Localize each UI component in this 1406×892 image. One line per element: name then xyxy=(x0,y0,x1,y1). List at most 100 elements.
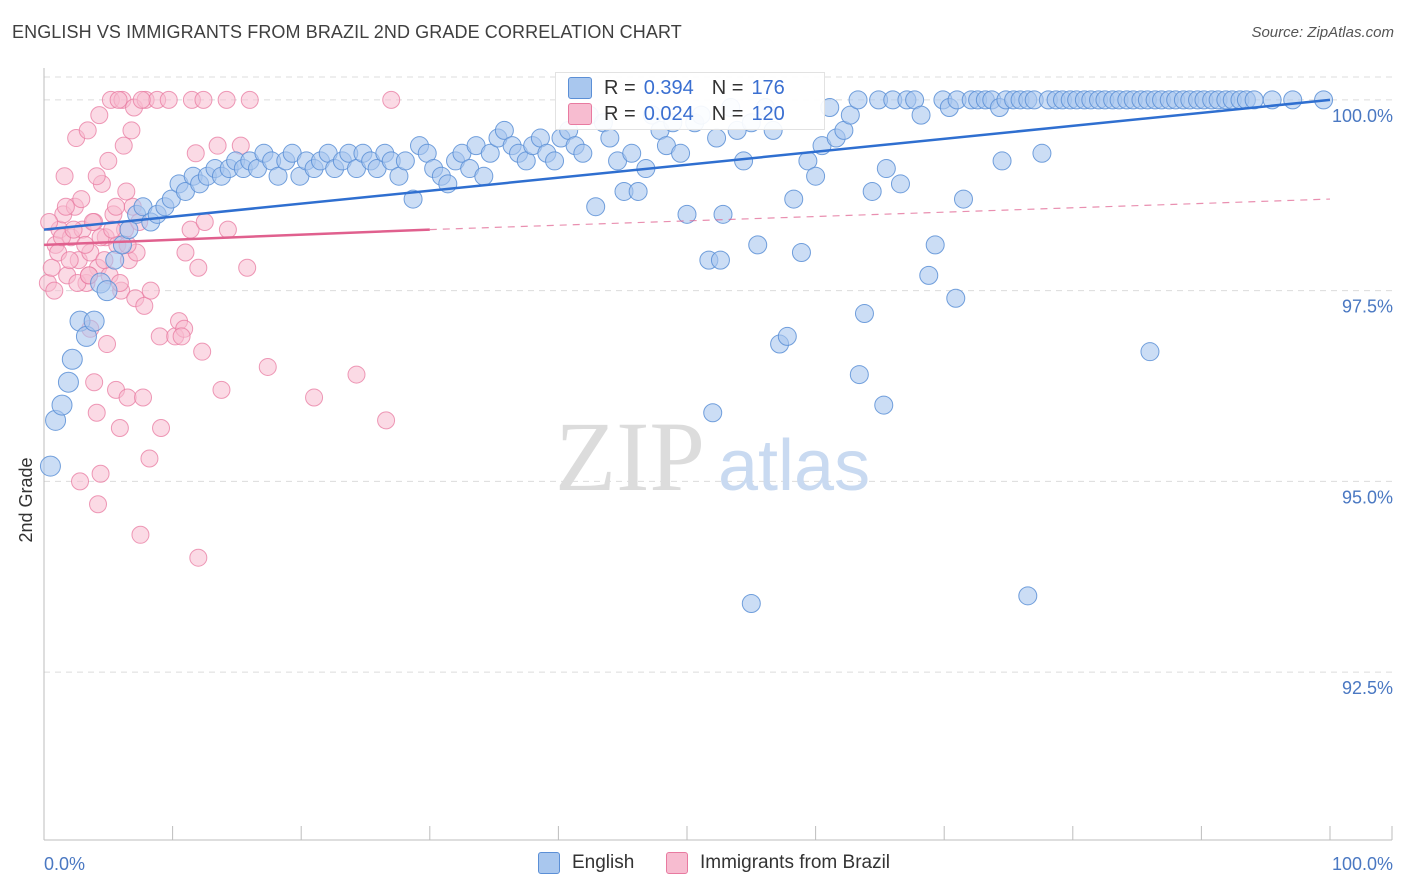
english-point xyxy=(1032,143,1052,163)
brazil-n-label: N = xyxy=(711,102,744,125)
english-point xyxy=(61,348,83,370)
brazil-point xyxy=(110,418,129,437)
stats-row-english: R = 0.394 N = 176 xyxy=(556,76,785,100)
english-point xyxy=(854,304,874,324)
brazil-point xyxy=(218,220,237,239)
legend-english-label: English xyxy=(572,852,635,873)
brazil-point xyxy=(382,90,401,109)
brazil-point xyxy=(189,548,208,567)
english-point xyxy=(710,250,730,270)
english-point xyxy=(39,455,61,477)
brazil-point xyxy=(150,327,169,346)
x-tick-label-max: 100.0% xyxy=(1332,854,1393,874)
brazil-r-label: R = xyxy=(604,102,636,125)
english-point xyxy=(51,394,73,416)
brazil-point xyxy=(172,327,191,346)
english-point xyxy=(703,403,723,423)
brazil-point xyxy=(60,251,79,270)
brazil-point xyxy=(98,335,117,354)
y-tick-label: 100.0% xyxy=(1332,106,1393,126)
brazil-point xyxy=(122,121,141,140)
english-point xyxy=(925,235,945,255)
english-point xyxy=(946,288,966,308)
english-swatch xyxy=(568,77,592,99)
english-point xyxy=(105,250,125,270)
stats-legend-box: R = 0.394 N = 176 R = 0.024 N = 120 xyxy=(555,72,825,130)
y-tick-label: 95.0% xyxy=(1342,487,1393,507)
english-point xyxy=(1283,90,1303,110)
english-point xyxy=(96,280,118,302)
english-point xyxy=(573,143,593,163)
english-point xyxy=(586,197,606,217)
legend-english-swatch xyxy=(538,852,560,874)
english-point xyxy=(806,166,826,186)
brazil-point xyxy=(42,258,61,277)
english-point xyxy=(862,181,882,201)
tick-labels: 92.5% 95.0% 97.5% 100.0% 0.0% 100.0% xyxy=(44,106,1393,874)
english-point xyxy=(474,166,494,186)
brazil-point xyxy=(118,388,137,407)
watermark-zip: ZIP xyxy=(555,401,705,512)
brazil-point xyxy=(347,365,366,384)
english-point xyxy=(713,204,733,224)
english-point xyxy=(840,105,860,125)
english-point xyxy=(57,371,79,393)
brazil-point xyxy=(87,167,106,186)
brazil-point xyxy=(159,90,178,109)
english-r-label: R = xyxy=(604,76,636,99)
english-point xyxy=(707,128,727,148)
brazil-point xyxy=(194,90,213,109)
english-n-label: N = xyxy=(711,76,744,99)
brazil-point xyxy=(238,258,257,277)
brazil-point xyxy=(71,472,90,491)
brazil-point xyxy=(45,281,64,300)
brazil-swatch xyxy=(568,103,592,125)
english-point xyxy=(395,151,415,171)
brazil-n-value: 120 xyxy=(751,102,785,125)
english-trend-line xyxy=(43,98,1331,231)
brazil-point xyxy=(109,90,128,109)
english-point xyxy=(734,151,754,171)
english-point xyxy=(741,593,761,613)
brazil-point xyxy=(117,182,136,201)
brazil-point xyxy=(186,144,205,163)
brazil-point xyxy=(176,243,195,262)
legend-brazil-swatch xyxy=(666,852,688,874)
legend-brazil-label: Immigrants from Brazil xyxy=(700,852,891,873)
brazil-point xyxy=(83,212,102,231)
brazil-point xyxy=(56,197,75,216)
brazil-point xyxy=(131,525,150,544)
brazil-point xyxy=(107,197,126,216)
bottom-legend: English Immigrants from Brazil xyxy=(0,852,1406,878)
watermark: ZIP atlas xyxy=(555,401,870,512)
brazil-point xyxy=(141,281,160,300)
brazil-trend-line xyxy=(43,228,430,247)
legend-item-brazil[interactable]: Immigrants from Brazil xyxy=(666,852,890,874)
source-label: Source: ZipAtlas.com xyxy=(1251,24,1394,41)
english-point xyxy=(911,105,931,125)
brazil-point xyxy=(89,495,108,514)
y-tick-label: 92.5% xyxy=(1342,678,1393,698)
watermark-atlas: atlas xyxy=(718,426,870,506)
english-point xyxy=(628,181,648,201)
brazil-point xyxy=(64,220,83,239)
english-point xyxy=(849,365,869,385)
brazil-point xyxy=(212,380,231,399)
chart-title: ENGLISH VS IMMIGRANTS FROM BRAZIL 2ND GR… xyxy=(12,22,682,42)
brazil-point xyxy=(195,212,214,231)
english-point xyxy=(953,189,973,209)
brazil-point xyxy=(305,388,324,407)
y-tick-label: 97.5% xyxy=(1342,297,1393,317)
brazil-point xyxy=(152,418,171,437)
english-point xyxy=(1018,586,1038,606)
brazil-point xyxy=(240,90,259,109)
english-point xyxy=(874,395,894,415)
legend-item-english[interactable]: English xyxy=(538,852,634,874)
english-point xyxy=(784,189,804,209)
brazil-point xyxy=(78,121,97,140)
brazil-point xyxy=(99,151,118,170)
english-point xyxy=(545,151,565,171)
brazil-point xyxy=(140,449,159,468)
brazil-point xyxy=(76,235,95,254)
